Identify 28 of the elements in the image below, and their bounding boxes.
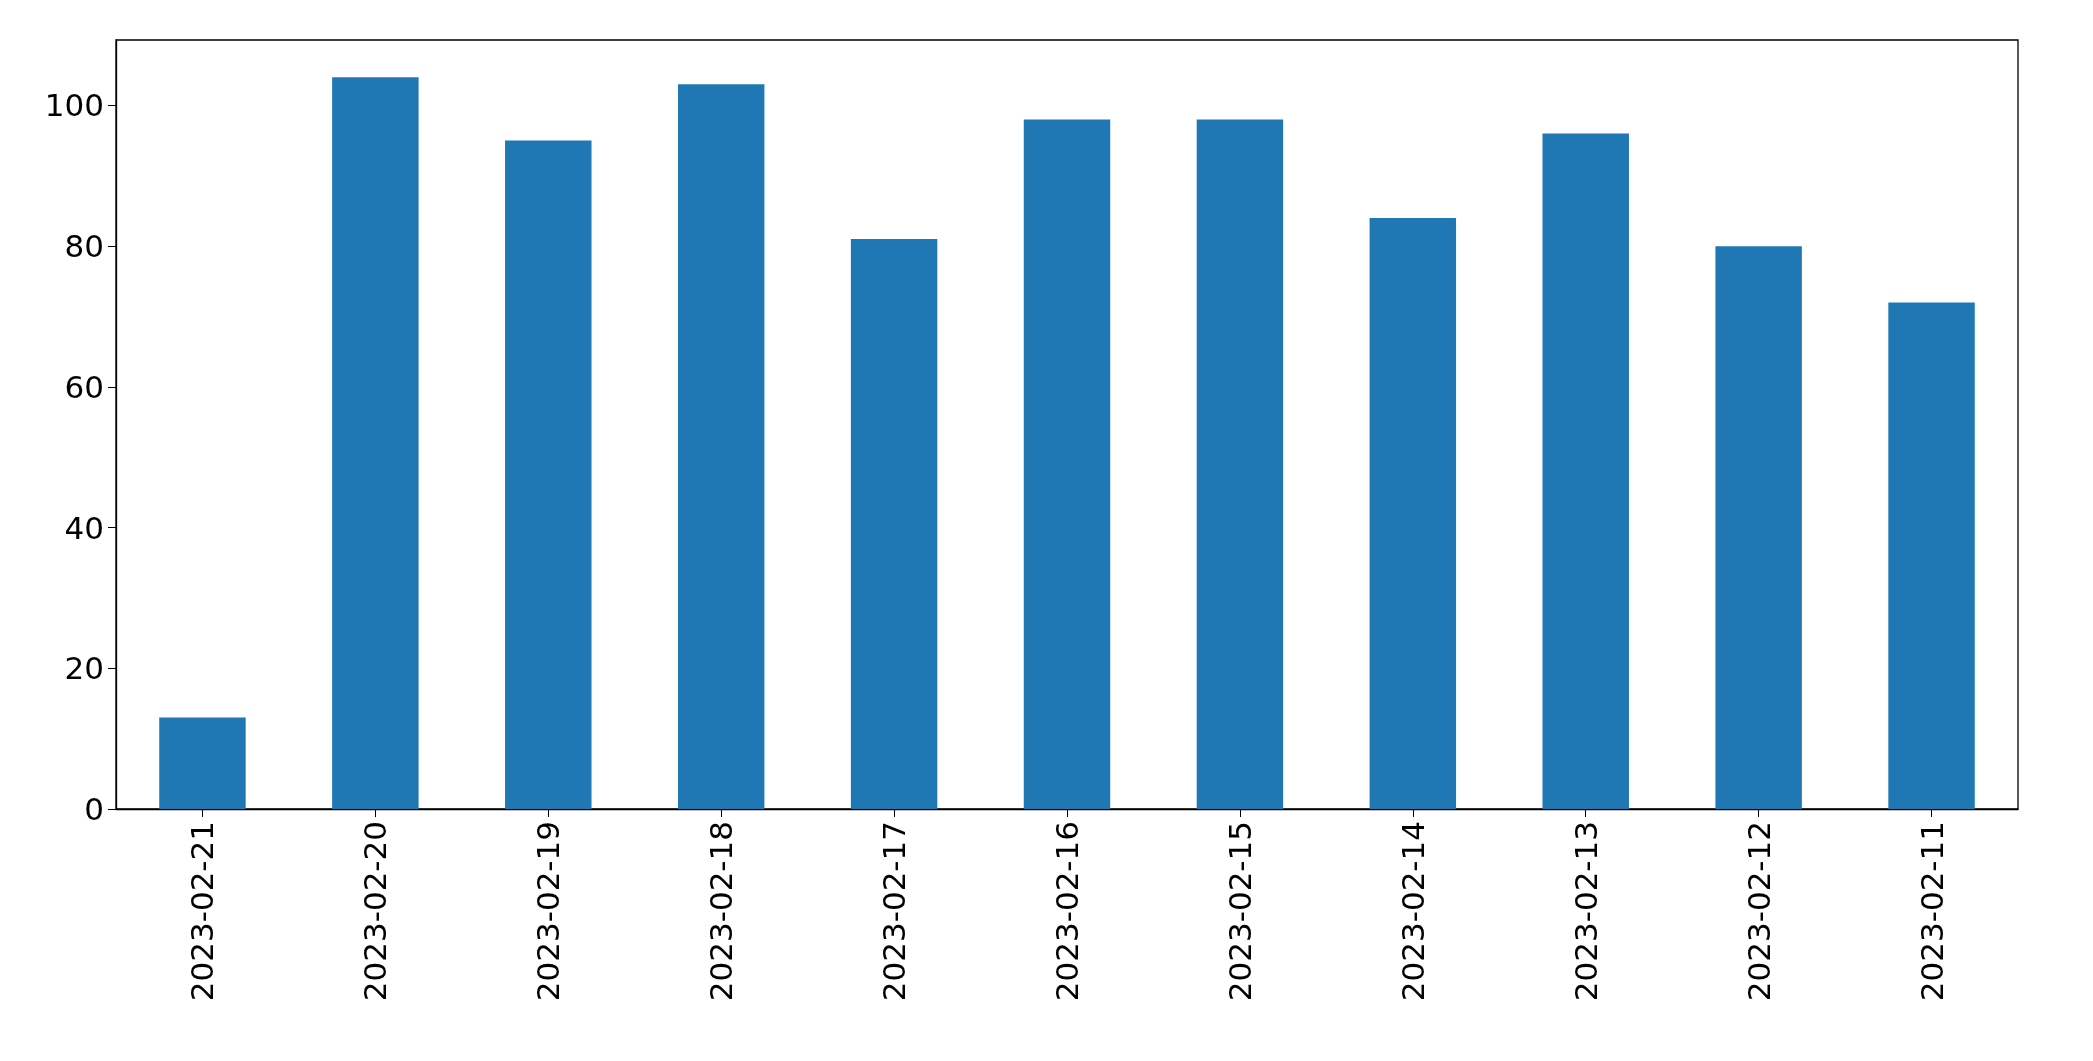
bar bbox=[1888, 302, 1975, 809]
y-tick-label: 100 bbox=[44, 87, 104, 124]
x-tick-label: 2023-02-18 bbox=[703, 821, 740, 1002]
x-tick-label: 2023-02-19 bbox=[530, 821, 567, 1002]
bar bbox=[1196, 119, 1284, 809]
bar bbox=[850, 239, 938, 809]
bar bbox=[677, 84, 765, 809]
bar bbox=[332, 77, 419, 809]
y-tick-label: 80 bbox=[64, 228, 104, 265]
bar bbox=[1369, 218, 1457, 809]
bar bbox=[1542, 133, 1629, 809]
x-tick-label: 2023-02-21 bbox=[184, 821, 221, 1002]
x-tick-label: 2023-02-20 bbox=[357, 821, 394, 1002]
y-tick-label: 20 bbox=[64, 650, 104, 687]
bar bbox=[505, 140, 592, 809]
x-tick-label: 2023-02-12 bbox=[1740, 821, 1777, 1002]
bar bbox=[1023, 119, 1111, 809]
x-tick-label: 2023-02-14 bbox=[1394, 821, 1431, 1002]
bar bbox=[159, 717, 246, 809]
x-tick-label: 2023-02-13 bbox=[1567, 821, 1604, 1002]
y-tick-label: 60 bbox=[64, 368, 104, 405]
x-tick-label: 2023-02-16 bbox=[1049, 821, 1085, 1002]
x-tick-label: 2023-02-17 bbox=[876, 821, 913, 1002]
y-tick-label: 40 bbox=[64, 509, 104, 546]
x-tick-label: 2023-02-11 bbox=[1913, 821, 1950, 1002]
bar bbox=[1715, 246, 1802, 809]
y-tick-label: 0 bbox=[84, 791, 104, 827]
x-tick-label: 2023-02-15 bbox=[1221, 821, 1258, 1002]
